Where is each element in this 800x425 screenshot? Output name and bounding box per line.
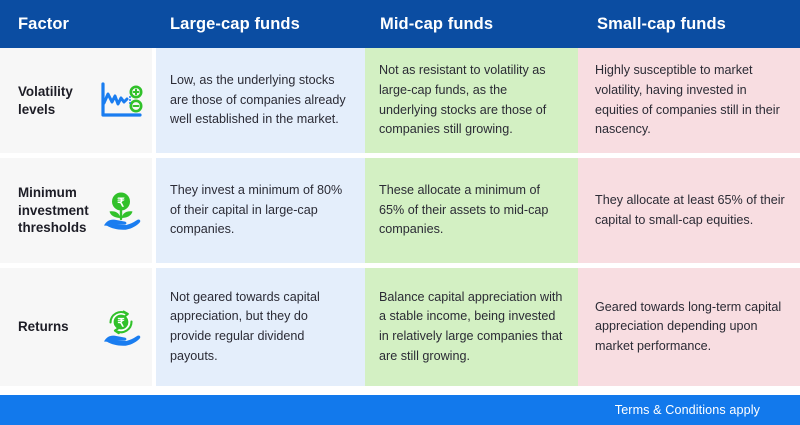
column-header-factor: Factor xyxy=(18,14,70,33)
cell-text: They invest a minimum of 80% of their ca… xyxy=(170,183,343,237)
factor-label: Returns xyxy=(18,319,69,335)
table-body: Volatility levels xyxy=(0,48,800,395)
cell-small-cap-minimum-investment: They allocate at least 65% of their capi… xyxy=(578,158,800,263)
cell-text: Highly susceptible to market volatility,… xyxy=(595,63,780,137)
factor-label: Minimum investment thresholds xyxy=(18,184,89,236)
table-row: Volatility levels xyxy=(0,48,800,153)
cell-text: Low, as the underlying stocks are those … xyxy=(170,73,346,127)
factor-cell-volatility: Volatility levels xyxy=(0,48,152,153)
cell-small-cap-returns: Geared towards long-term capital appreci… xyxy=(578,268,800,386)
cell-text: These allocate a minimum of 65% of their… xyxy=(379,183,549,237)
cell-mid-cap-minimum-investment: These allocate a minimum of 65% of their… xyxy=(365,158,578,263)
column-header-large-cap: Large-cap funds xyxy=(170,14,300,33)
table-header-row: Factor Large-cap funds Mid-cap funds Sma… xyxy=(0,0,800,48)
cell-text: Balance capital appreciation with a stab… xyxy=(379,289,563,363)
cell-mid-cap-returns: Balance capital appreciation with a stab… xyxy=(365,268,578,386)
column-gap xyxy=(152,158,156,263)
column-header-mid-cap: Mid-cap funds xyxy=(380,14,494,33)
svg-text:₹: ₹ xyxy=(117,318,125,330)
table-row: Minimum investment thresholds ₹ They inv… xyxy=(0,158,800,263)
volatility-chart-icon xyxy=(98,78,144,124)
rupee-returns-hand-icon: ₹ xyxy=(98,304,144,350)
column-gap xyxy=(152,48,156,153)
cell-mid-cap-volatility: Not as resistant to volatility as large-… xyxy=(365,48,578,153)
table-row: Returns ₹ Not geared towar xyxy=(0,268,800,386)
factor-label: Volatility levels xyxy=(18,83,73,117)
cell-text: Geared towards long-term capital appreci… xyxy=(595,299,782,353)
cell-large-cap-minimum-investment: They invest a minimum of 80% of their ca… xyxy=(156,158,365,263)
cell-text: They allocate at least 65% of their capi… xyxy=(595,192,785,227)
cell-large-cap-volatility: Low, as the underlying stocks are those … xyxy=(156,48,365,153)
rupee-plant-hand-icon: ₹ xyxy=(98,188,144,234)
column-gap xyxy=(152,268,156,386)
cell-large-cap-returns: Not geared towards capital appreciation,… xyxy=(156,268,365,386)
cell-text: Not as resistant to volatility as large-… xyxy=(379,63,547,137)
factor-cell-minimum-investment: Minimum investment thresholds ₹ xyxy=(0,158,152,263)
terms-footer-bar: Terms & Conditions apply xyxy=(0,395,800,425)
svg-text:₹: ₹ xyxy=(117,195,125,209)
cell-small-cap-volatility: Highly susceptible to market volatility,… xyxy=(578,48,800,153)
terms-and-conditions-text: Terms & Conditions apply xyxy=(614,403,760,417)
cell-text: Not geared towards capital appreciation,… xyxy=(170,289,320,363)
factor-cell-returns: Returns ₹ xyxy=(0,268,152,386)
column-header-small-cap: Small-cap funds xyxy=(597,14,726,33)
